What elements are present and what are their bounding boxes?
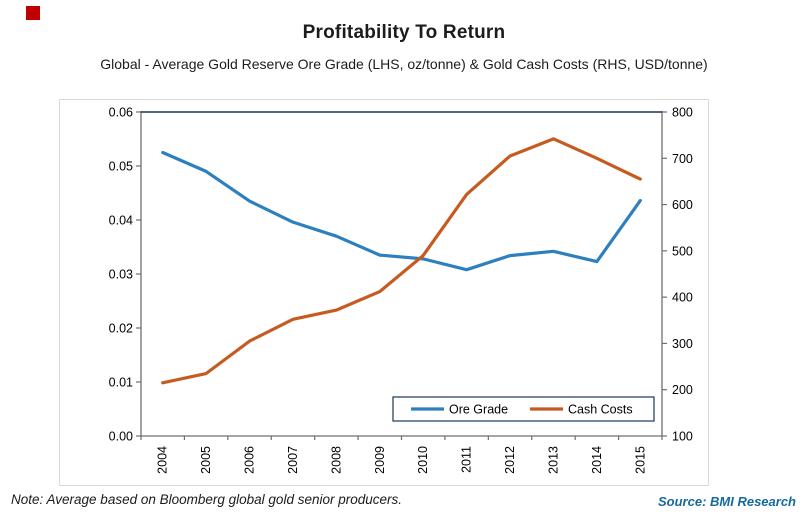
x-axis-year-label: 2012	[503, 446, 517, 474]
legend-label: Cash Costs	[568, 403, 633, 417]
x-axis-year-label: 2015	[633, 446, 647, 474]
series-line-cash-costs	[161, 137, 642, 385]
source-credit: Source: BMI Research	[658, 494, 796, 509]
x-axis-year-label: 2009	[373, 446, 387, 474]
series-line-ore-grade	[161, 150, 642, 272]
x-axis-year-label: 2005	[199, 446, 213, 474]
left-axis-tick-label: 0.02	[109, 322, 133, 336]
x-axis-year-label: 2011	[460, 446, 474, 473]
x-axis-year-label: 2004	[156, 446, 170, 474]
right-axis-tick-label: 800	[672, 106, 693, 120]
chart-title: Profitability To Return	[302, 22, 506, 43]
footnote: Note: Average based on Bloomberg global …	[11, 492, 402, 507]
legend-label: Ore Grade	[449, 403, 508, 417]
right-axis-tick-label: 400	[672, 291, 693, 305]
chart-subtitle: Global - Average Gold Reserve Ore Grade …	[100, 56, 708, 72]
left-axis-tick-label: 0.05	[109, 160, 133, 174]
x-axis-year-label: 2008	[329, 446, 343, 474]
x-axis-year-label: 2006	[243, 446, 257, 474]
right-axis-tick-label: 600	[672, 198, 693, 212]
right-axis-tick-label: 500	[672, 244, 693, 258]
x-axis-year-label: 2010	[416, 446, 430, 474]
bmi-red-square-logo	[26, 6, 40, 20]
chart-outer-border	[59, 99, 709, 486]
x-axis-year-label: 2014	[590, 446, 604, 474]
x-axis-year-label: 2007	[286, 446, 300, 474]
right-axis-tick-label: 200	[672, 383, 693, 397]
right-axis-tick-label: 300	[672, 337, 693, 351]
left-axis-tick-label: 0.03	[109, 268, 133, 282]
left-axis-tick-label: 0.00	[109, 430, 133, 444]
left-axis-tick-label: 0.06	[109, 106, 133, 120]
left-axis-tick-label: 0.04	[109, 214, 133, 228]
right-axis-tick-label: 700	[672, 152, 693, 166]
x-axis-year-label: 2013	[546, 446, 560, 474]
left-axis-tick-label: 0.01	[109, 376, 133, 390]
right-axis-tick-label: 100	[672, 430, 693, 444]
